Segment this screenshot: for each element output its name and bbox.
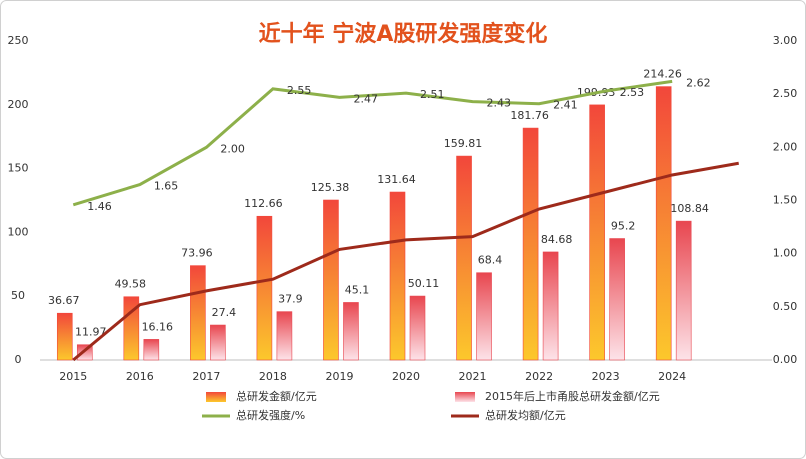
- line-value-label: 2.51: [420, 88, 445, 101]
- bar: [256, 215, 273, 361]
- bar: [456, 155, 472, 361]
- legend-swatch: [455, 392, 475, 402]
- bar-value-label: 84.68: [541, 233, 573, 246]
- y-tick-label: 50: [11, 289, 25, 302]
- bar-value-label: 131.64: [377, 173, 416, 186]
- line-value-label: 2.47: [353, 92, 378, 105]
- line: [72, 161, 739, 362]
- y2-tick-label: 3.00: [773, 34, 798, 47]
- bar: [609, 238, 625, 361]
- bar-value-label: 45.1: [345, 283, 370, 296]
- bar: [542, 251, 559, 361]
- line-value-label: 2.00: [220, 142, 245, 155]
- x-tick-label: 2022: [525, 370, 553, 383]
- legend-label: 2015年后上市甬股总研发金额/亿元: [485, 389, 660, 403]
- bar: [675, 220, 692, 361]
- x-tick-label: 2020: [392, 370, 420, 383]
- bar-value-label: 49.58: [115, 278, 147, 291]
- bar: [190, 265, 206, 361]
- y2-tick-label: 2.00: [773, 140, 798, 153]
- y2-tick-label: 0.50: [773, 300, 798, 313]
- bar-value-label: 112.66: [244, 197, 283, 210]
- x-tick-label: 2023: [592, 370, 620, 383]
- x-tick-label: 2024: [658, 370, 686, 383]
- line-value-label: 2.43: [487, 97, 512, 110]
- line-value-label: 2.53: [620, 86, 645, 99]
- bar: [323, 199, 339, 361]
- bar-value-label: 68.4: [478, 254, 503, 267]
- line: [72, 79, 673, 207]
- y-tick-label: 250: [8, 34, 29, 47]
- line-value-label: 1.65: [154, 180, 179, 193]
- bar: [210, 324, 226, 361]
- bar-value-label: 11.97: [75, 326, 107, 339]
- line-value-label: 2.55: [287, 84, 312, 97]
- bar-value-label: 37.9: [278, 293, 303, 306]
- y-tick-label: 0: [15, 353, 22, 366]
- x-tick-label: 2019: [325, 370, 353, 383]
- bar: [522, 127, 539, 361]
- bar-value-label: 27.4: [212, 306, 237, 319]
- legend-label: 总研发强度/%: [236, 408, 305, 422]
- bar-value-label: 214.26: [643, 68, 682, 81]
- bar-value-label: 16.16: [142, 320, 174, 333]
- x-tick-label: 2016: [126, 370, 154, 383]
- bar: [123, 296, 140, 361]
- line-value-label: 1.46: [87, 200, 112, 213]
- bar-value-label: 50.11: [408, 277, 440, 290]
- x-tick-label: 2017: [192, 370, 220, 383]
- bar: [143, 339, 160, 361]
- bar-value-label: 181.76: [510, 109, 549, 122]
- bar-value-label: 125.38: [311, 181, 350, 194]
- bar: [56, 312, 73, 361]
- bar: [589, 104, 605, 361]
- line-value-label: 2.62: [686, 76, 711, 89]
- x-tick-label: 2018: [259, 370, 287, 383]
- bar-value-label: 159.81: [444, 137, 483, 150]
- bar: [343, 302, 359, 361]
- bar: [409, 295, 426, 361]
- legend-label: 总研发金额/亿元: [236, 389, 317, 403]
- y2-tick-label: 2.50: [773, 87, 798, 100]
- bar: [655, 86, 672, 361]
- y2-tick-label: 1.50: [773, 194, 798, 207]
- bar-value-label: 108.84: [670, 202, 709, 215]
- y2-tick-label: 1.00: [773, 247, 798, 260]
- legend-label: 总研发均额/亿元: [485, 408, 566, 422]
- bar: [389, 191, 406, 361]
- bar-value-label: 95.2: [611, 220, 636, 233]
- x-tick-label: 2021: [459, 370, 487, 383]
- y-tick-label: 200: [8, 98, 29, 111]
- y2-tick-label: 0.00: [773, 353, 798, 366]
- y-tick-label: 150: [8, 162, 29, 175]
- bar: [476, 272, 492, 361]
- chart-title: 近十年 宁波A股研发强度变化: [259, 21, 548, 47]
- bar-value-label: 73.96: [181, 247, 213, 260]
- y-tick-label: 100: [8, 225, 29, 238]
- x-tick-label: 2015: [59, 370, 87, 383]
- legend-swatch: [206, 392, 226, 402]
- bar: [276, 311, 293, 361]
- line-value-label: 2.41: [553, 99, 578, 112]
- bar-value-label: 36.67: [48, 294, 80, 307]
